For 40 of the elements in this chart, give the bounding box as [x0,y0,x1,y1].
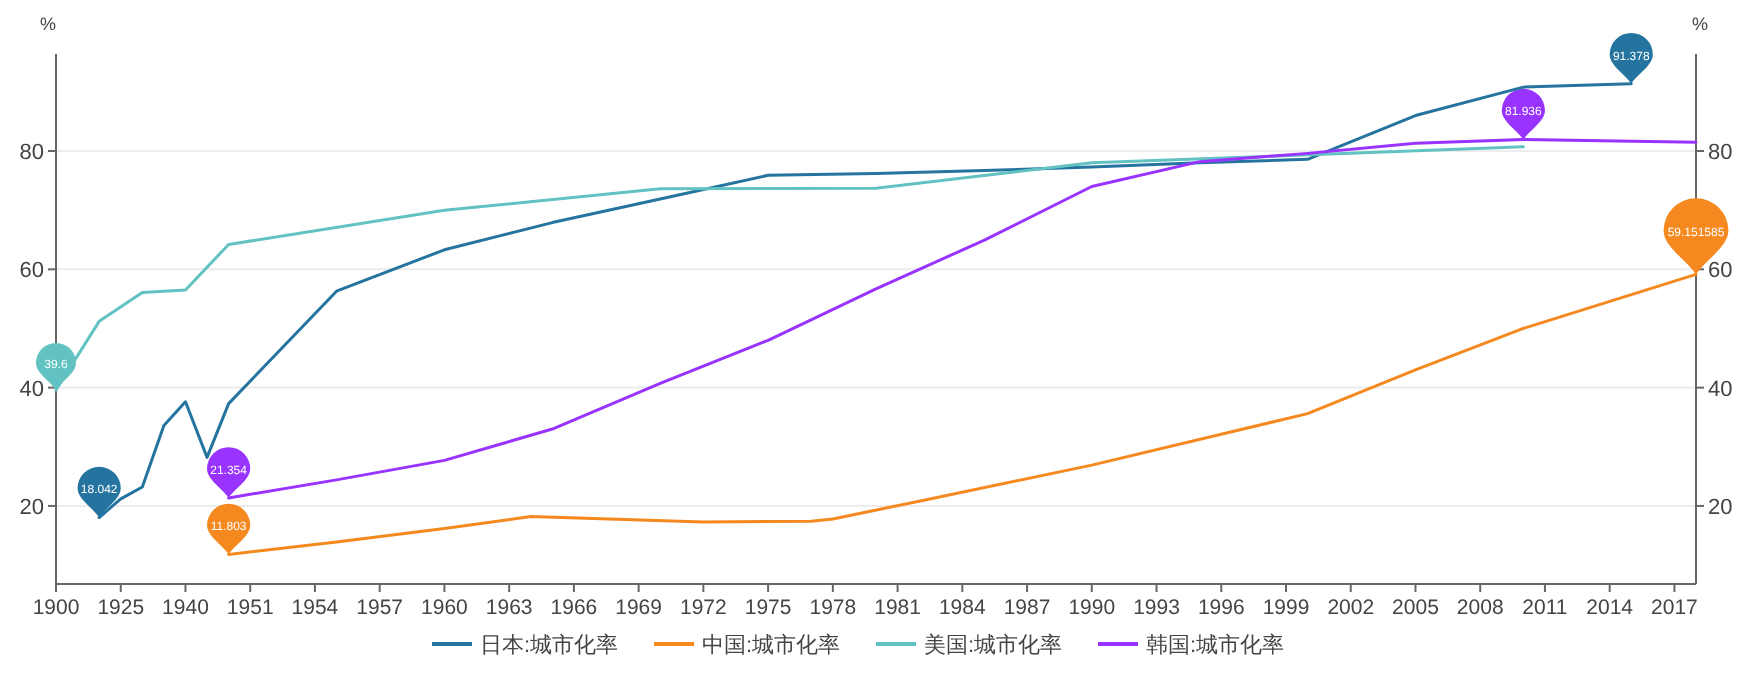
x-tick-label: 1963 [485,596,533,620]
x-tick-label: 2014 [1586,596,1634,620]
x-tick-label: 1925 [97,596,145,620]
x-tick-label: 1996 [1197,596,1245,620]
y-tick-label: 80 [19,141,44,166]
y2-tick-label: 80 [1708,141,1733,166]
x-tick-label: 1984 [938,596,986,620]
legend-label: 日本:城市化率 [480,632,619,658]
x-tick-label: 1999 [1262,596,1310,620]
y-tick-label: 40 [19,377,44,402]
x-tick-label: 1951 [226,596,274,620]
y2-axis-title: % [1691,14,1709,34]
x-tick-label: 1960 [421,596,469,620]
y-tick-label: 60 [19,259,44,284]
x-tick-label: 1993 [1133,596,1181,620]
x-tick-label: 1954 [291,596,339,620]
x-tick-label: 1957 [356,596,404,620]
x-tick-label: 2005 [1392,596,1440,620]
x-tick-label: 1969 [615,596,663,620]
x-tick-label: 2011 [1522,596,1568,620]
x-tick-label: 1987 [1003,596,1051,620]
y2-tick-label: 40 [1708,377,1733,402]
x-tick-label: 2008 [1456,596,1504,620]
x-tick-label: 1981 [874,596,922,620]
y2-tick-label: 60 [1708,259,1733,284]
legend-label: 中国:城市化率 [702,632,841,658]
legend-label: 美国:城市化率 [924,632,1063,658]
x-tick-label: 1940 [162,596,210,620]
x-tick-label: 1975 [744,596,792,620]
legend-label: 韩国:城市化率 [1146,632,1285,658]
x-tick-label: 1966 [550,596,598,620]
x-tick-label: 1900 [32,596,80,620]
x-tick-label: 2002 [1327,596,1375,620]
x-tick-label: 1990 [1068,596,1116,620]
x-tick-label: 2017 [1651,596,1699,620]
y-axis-title: % [39,14,57,34]
y-tick-label: 20 [19,495,44,520]
y2-tick-label: 20 [1708,495,1733,520]
x-tick-label: 1978 [809,596,857,620]
x-tick-label: 1972 [680,596,728,620]
